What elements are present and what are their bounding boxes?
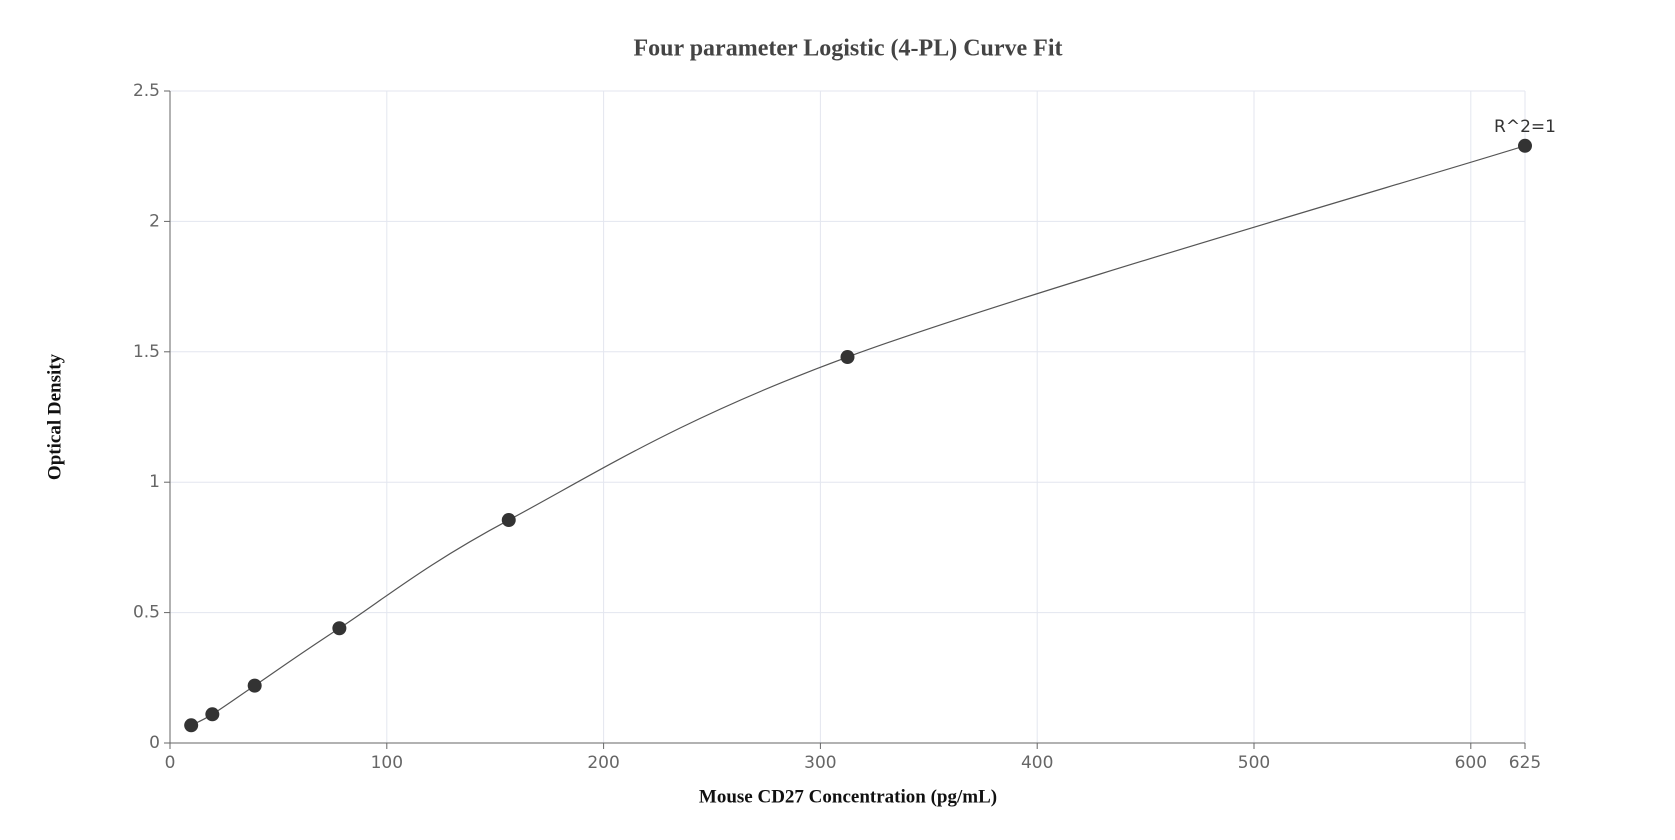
fit-curve <box>190 145 1526 726</box>
y-axis-label: Optical Density <box>44 353 65 480</box>
annotation: R^2=1 <box>1494 117 1556 137</box>
y-tick-label: 1 <box>149 472 160 492</box>
x-tick-label: 300 <box>804 753 836 773</box>
y-tick-label: 1.5 <box>133 342 160 362</box>
data-point <box>1518 138 1532 153</box>
y-tick-label: 2.5 <box>133 81 160 101</box>
x-tick-label: 400 <box>1021 753 1053 773</box>
x-axis-label: Mouse CD27 Concentration (pg/mL) <box>699 786 997 807</box>
data-point <box>247 678 262 693</box>
data-point <box>184 718 199 733</box>
y-tick-label: 0 <box>149 733 160 753</box>
data-point <box>332 621 347 636</box>
x-tick-label: 500 <box>1238 753 1270 773</box>
x-tick-label: 200 <box>587 753 619 773</box>
y-tick-label: 2 <box>149 211 160 231</box>
x-tick-label: 625 <box>1509 753 1541 773</box>
data-point <box>840 350 855 365</box>
y-tick-label: 0.5 <box>133 603 160 623</box>
chart-title: Four parameter Logistic (4-PL) Curve Fit <box>633 36 1062 62</box>
x-tick-label: 100 <box>371 753 403 773</box>
x-tick-label: 600 <box>1455 753 1487 773</box>
x-tick-label: 0 <box>165 753 176 773</box>
data-point <box>205 707 220 722</box>
data-point <box>501 513 516 528</box>
